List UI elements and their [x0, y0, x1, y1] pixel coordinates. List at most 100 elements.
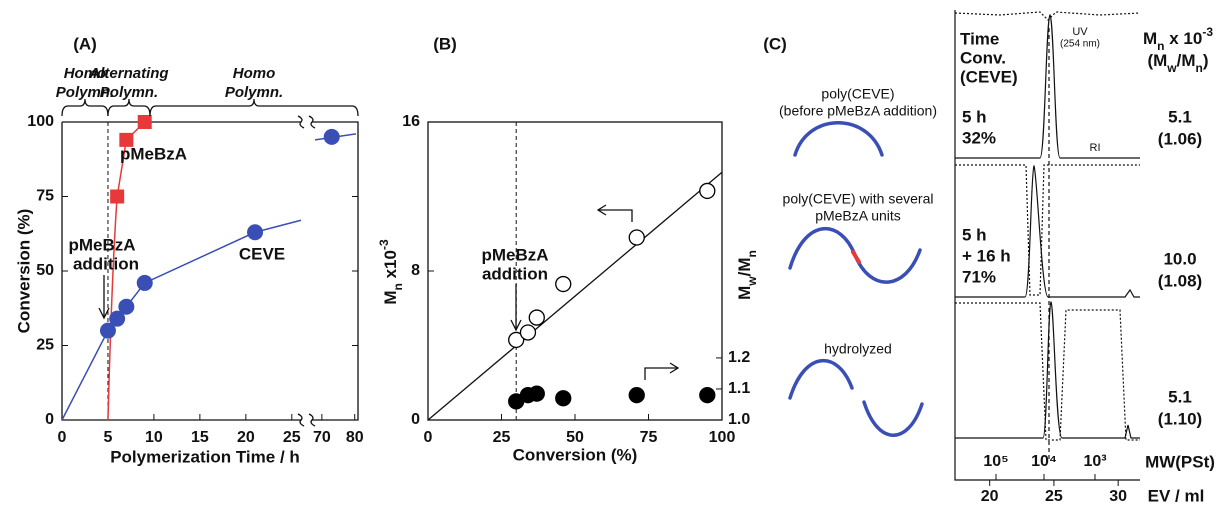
label: 25 [1045, 488, 1063, 505]
arrow [98, 275, 110, 320]
label: RI [1090, 142, 1101, 154]
label: 30 [1109, 488, 1127, 505]
point [699, 182, 716, 200]
label: pMeBzA [68, 235, 135, 254]
label: Conv. [960, 48, 1006, 67]
label: UV [1072, 26, 1088, 38]
label: 20 [981, 488, 999, 505]
label: (1.08) [1158, 271, 1202, 290]
label: 15 [191, 429, 209, 446]
chain [788, 359, 854, 400]
label: Polymn. [225, 84, 283, 101]
point [628, 387, 645, 404]
label: Homo [64, 65, 107, 82]
chain [793, 121, 884, 157]
label: (1.10) [1158, 409, 1202, 428]
point [555, 390, 572, 407]
label: 71% [962, 267, 996, 286]
label: Polymn. [100, 84, 158, 101]
label: (C) [763, 34, 787, 53]
label: pMeBzA [120, 144, 187, 163]
point [137, 115, 152, 129]
label: 25 [283, 429, 301, 446]
chromatograms [954, 10, 1141, 481]
label: addition [73, 254, 139, 273]
point [519, 324, 537, 341]
label: (CEVE) [960, 67, 1018, 86]
ri-trace [955, 301, 1140, 439]
label: hydrolyzed [824, 341, 892, 357]
label: 5.1 [1168, 387, 1192, 406]
label: (A) [73, 34, 97, 53]
label: (Mw/Mn) [1147, 51, 1208, 75]
label: 1.1 [728, 380, 750, 397]
text-part: n [745, 250, 759, 257]
ri-trace [955, 164, 1140, 298]
label: poly(CEVE) with several [783, 191, 934, 207]
text-part: /M [735, 257, 754, 276]
text-part: M [1143, 29, 1157, 48]
uv-trace [955, 302, 1140, 441]
label: 0 [45, 411, 54, 428]
chain [862, 400, 924, 437]
label: 10⁵ [983, 453, 1008, 470]
brace [61, 98, 109, 117]
label: Mn x10-3 [377, 239, 405, 305]
point [323, 128, 340, 145]
brace [107, 98, 151, 117]
text-part: n [1196, 61, 1203, 75]
axis-break [308, 115, 316, 129]
point [528, 385, 545, 402]
point [699, 387, 716, 404]
label: 10³ [1083, 453, 1106, 470]
label: 5 h [962, 225, 987, 244]
point [508, 331, 525, 349]
label: 5 [104, 429, 113, 446]
label: 1.0 [728, 411, 750, 428]
unit-mark [851, 250, 861, 264]
label: (B) [433, 34, 457, 53]
label: 75 [36, 188, 54, 205]
point [99, 322, 116, 339]
label: (1.06) [1158, 129, 1202, 148]
text-part: M [735, 286, 754, 300]
label: 100 [709, 429, 736, 446]
label: 70 [313, 429, 331, 446]
label: Conversion (%) [513, 445, 638, 464]
label: + 16 h [962, 246, 1011, 265]
text-part: (M [1147, 51, 1167, 70]
text-part: w [1166, 61, 1177, 75]
label: 0 [424, 429, 433, 446]
text-part: M [381, 290, 400, 304]
label: 10⁴ [1031, 453, 1057, 470]
label: 10.0 [1163, 249, 1196, 268]
point [555, 275, 572, 293]
label: CEVE [239, 244, 285, 263]
text-part: x10 [381, 250, 400, 283]
text-part: w [745, 276, 759, 287]
point [119, 132, 134, 147]
text-part: -3 [1202, 25, 1213, 39]
label: 50 [36, 262, 54, 279]
label: 50 [566, 429, 584, 446]
label: Homo [233, 65, 276, 82]
frame [954, 10, 1140, 481]
label: 0 [58, 429, 67, 446]
point [110, 189, 125, 204]
point [247, 224, 264, 241]
label: pMeBzA [481, 245, 548, 264]
text-part: -3 [377, 239, 391, 250]
label: 16 [402, 113, 420, 130]
label: pMeBzA units [815, 208, 901, 224]
arrow [596, 204, 633, 222]
diagram-shapes [788, 121, 924, 437]
label: poly(CEVE) [821, 86, 894, 102]
axis-break [297, 115, 305, 129]
label: 0 [411, 411, 420, 428]
uv-trace [955, 164, 1140, 296]
point [628, 229, 645, 246]
text-part: n [1157, 39, 1164, 53]
brace [149, 98, 359, 117]
text-part: ) [1203, 51, 1209, 70]
